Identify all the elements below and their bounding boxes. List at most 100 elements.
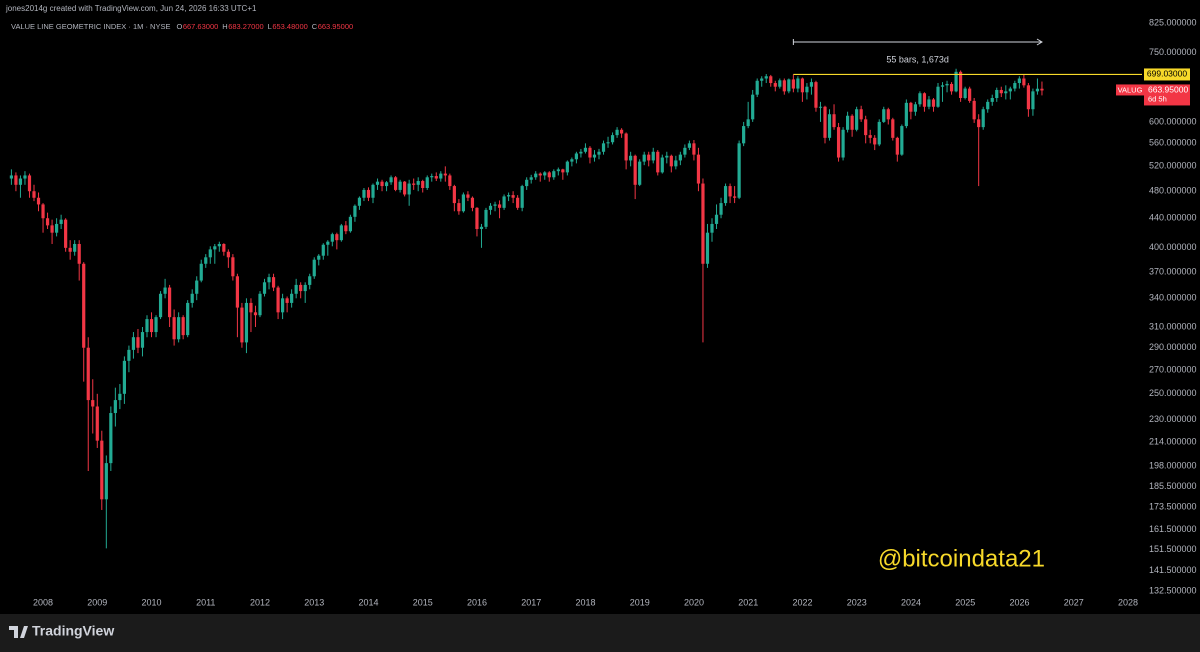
candle-body xyxy=(692,143,696,155)
candle-body xyxy=(244,302,249,343)
y-tick-label: 173.500000 xyxy=(1149,502,1197,512)
tradingview-logo: TradingView xyxy=(9,623,114,639)
x-tick-label: 2010 xyxy=(141,597,161,607)
candle-body xyxy=(195,280,199,294)
candle-body xyxy=(95,406,99,441)
y-tick-label: 825.000000 xyxy=(1149,17,1197,27)
candle-body xyxy=(488,205,493,210)
candle-body xyxy=(493,204,497,206)
candle-body xyxy=(104,463,108,500)
brand: TradingView xyxy=(32,623,114,639)
candle-body xyxy=(32,191,36,198)
candle-body xyxy=(904,102,908,127)
candle-body xyxy=(407,183,411,195)
candle-body xyxy=(995,89,999,99)
legend-value: 667.63000 xyxy=(183,22,218,31)
y-tick-label: 230.000000 xyxy=(1149,414,1197,424)
candle-body xyxy=(629,155,633,161)
candle-body xyxy=(913,104,917,112)
measure-label: 55 bars, 1,673d xyxy=(886,54,949,64)
x-tick-label: 2011 xyxy=(196,597,215,607)
y-tick-label: 440.000000 xyxy=(1149,213,1197,223)
candle-body xyxy=(1022,78,1026,86)
x-tick-label: 2022 xyxy=(792,597,812,607)
candle-body xyxy=(335,234,339,241)
x-tick-label: 2016 xyxy=(467,597,487,607)
candle-body xyxy=(312,259,316,277)
candle-body xyxy=(543,172,547,176)
candle-body xyxy=(190,293,194,303)
candle-body xyxy=(73,243,77,252)
candle-body xyxy=(660,157,664,173)
candle-body xyxy=(516,197,520,208)
candle-body xyxy=(479,226,484,230)
candle-body xyxy=(353,205,357,217)
candle-body xyxy=(45,218,50,226)
candle-body xyxy=(82,263,86,348)
candle-body xyxy=(773,83,777,87)
candle-body xyxy=(796,78,800,89)
candle-body xyxy=(723,186,728,204)
candle-body xyxy=(832,114,836,128)
candle-body xyxy=(936,86,940,107)
candle-body xyxy=(778,80,782,87)
candle-body xyxy=(321,244,325,256)
candle-body xyxy=(818,106,823,108)
x-tick-label: 2024 xyxy=(901,597,921,607)
y-tick-label: 340.000000 xyxy=(1149,293,1197,303)
candle-body xyxy=(457,203,461,212)
candle-body xyxy=(800,78,804,93)
candle-body xyxy=(308,276,312,285)
candle-body xyxy=(403,181,407,195)
candle-body xyxy=(606,142,610,144)
price-tag-countdown: 6d 5h xyxy=(1148,94,1167,103)
candle-body xyxy=(217,243,221,247)
y-tick-label: 185.500000 xyxy=(1149,481,1197,491)
candle-body xyxy=(520,186,524,208)
x-tick-label: 2028 xyxy=(1118,597,1138,607)
candle-body xyxy=(764,76,768,79)
candle-body xyxy=(421,181,425,188)
candle-body xyxy=(91,400,95,407)
candle-body xyxy=(1026,85,1030,110)
x-tick-label: 2020 xyxy=(684,597,704,607)
candle-body xyxy=(633,155,637,185)
candle-body xyxy=(344,225,348,232)
candle-body xyxy=(362,189,366,198)
price-tag-name: VALUG xyxy=(1118,85,1143,94)
legend-value: 683.27000 xyxy=(228,22,263,31)
y-tick-label: 161.500000 xyxy=(1149,524,1197,534)
x-tick-label: 2018 xyxy=(575,597,595,607)
candle-body xyxy=(615,129,619,136)
candle-body xyxy=(271,277,276,288)
candle-body xyxy=(986,101,990,110)
candle-body xyxy=(226,251,230,258)
candle-body xyxy=(276,287,280,313)
candle-body xyxy=(565,161,569,173)
candle-body xyxy=(1004,91,1008,94)
candle-body xyxy=(674,160,678,167)
candle-body xyxy=(968,88,972,101)
candle-body xyxy=(394,177,398,190)
measure-arrow xyxy=(1036,38,1043,46)
candle-body xyxy=(601,143,606,152)
candle-body xyxy=(109,413,113,464)
y-tick-label: 400.000000 xyxy=(1149,242,1197,252)
candle-body xyxy=(556,169,560,172)
candle-body xyxy=(687,143,691,148)
candle-body xyxy=(696,154,701,184)
candle-body xyxy=(547,172,551,178)
candle-body xyxy=(809,82,814,87)
candle-body xyxy=(959,71,963,99)
x-tick-label: 2027 xyxy=(1064,597,1084,607)
candle-body xyxy=(891,119,895,138)
candle-body xyxy=(864,119,868,136)
candle-body xyxy=(909,102,913,112)
candle-body xyxy=(163,287,167,294)
candle-body xyxy=(213,246,217,250)
candle-body xyxy=(267,277,271,283)
candle-body xyxy=(592,154,597,158)
candle-body xyxy=(443,173,447,176)
candle-body xyxy=(317,255,321,260)
